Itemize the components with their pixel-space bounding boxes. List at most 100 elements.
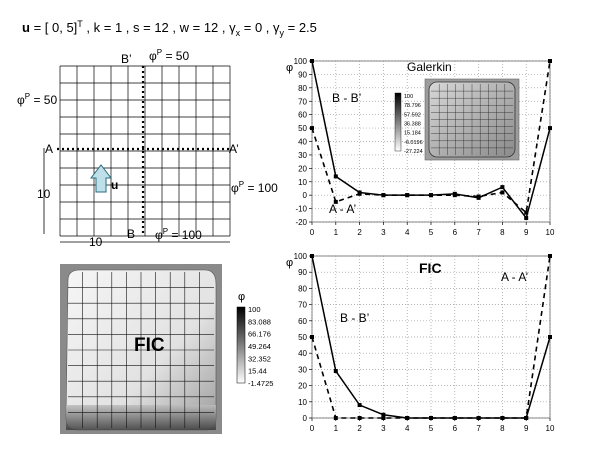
legend-value: -1.4725 [248, 379, 273, 388]
velocity-arrow-icon [89, 164, 113, 193]
a-label: A [45, 142, 53, 156]
data-point [381, 412, 386, 417]
data-point [310, 335, 314, 339]
dimension-left-label: 10 [37, 187, 51, 201]
x-tick-label: 7 [476, 424, 481, 433]
galerkin-surface-inset: Galerkin 100 78.796 57.592 36.388 15.184 -6.0… [394, 60, 520, 161]
y-tick-label: -20 [295, 218, 307, 227]
fic-profile-chart: 0 10 20 30 40 50 60 70 80 90 100 0 1 2 3 4 5 6 7 8 9 10 φ [286, 252, 555, 433]
fic-surface-plot: FIC φ 100 83.088 66.176 49.264 32.352 15.44 -1… [60, 264, 273, 434]
y-tick-label: 20 [298, 164, 307, 173]
x-tick-label: 7 [476, 228, 481, 237]
data-point [381, 193, 386, 198]
x-tick-label: 9 [524, 424, 529, 433]
x-tick-label: 1 [334, 424, 339, 433]
header-part: γ [273, 20, 280, 35]
x-tick-label: 0 [310, 228, 315, 237]
legend-value: 15.44 [248, 367, 267, 376]
fic-surface-label: FIC [134, 335, 165, 356]
header-part: u [22, 20, 30, 35]
x-tick-label: 6 [453, 228, 458, 237]
y-tick-label: 90 [298, 268, 307, 277]
data-point [333, 369, 338, 374]
x-tick-label: 5 [429, 228, 434, 237]
data-point [524, 416, 529, 420]
fic-legend-colorbar [236, 306, 246, 384]
dimension-bottom-label: 10 [89, 235, 103, 249]
x-tick-label: 2 [357, 228, 362, 237]
x-tick-label: 0 [310, 424, 315, 433]
data-point [357, 416, 362, 420]
header-part: y [280, 28, 285, 38]
fic-aa-label: A - A’ [501, 270, 528, 284]
data-point [524, 210, 529, 215]
galerkin-legend-labels: 100 78.796 57.592 36.388 15.184 -6.0196 -27.22… [404, 94, 423, 155]
y-tick-label: 70 [298, 301, 307, 310]
fic-legend-title: φ [238, 291, 245, 303]
bc-left-label: φP = 50 [17, 92, 57, 107]
data-point [548, 254, 552, 258]
data-point [357, 191, 362, 196]
figure-header: u = [ 0, 5]T , k = 1 , s = 12 , w = 12 ,… [22, 19, 317, 38]
x-tick-label: 10 [546, 424, 555, 433]
header-part: γ [229, 20, 236, 35]
legend-value: 15.184 [404, 131, 421, 137]
x-tick-label: 8 [500, 424, 505, 433]
y-tick-label: 100 [294, 57, 308, 66]
galerkin-aa-label: A - A’ [329, 202, 356, 216]
x-tick-label: 3 [381, 424, 386, 433]
y-tick-label: 100 [294, 252, 308, 261]
galerkin-label: Galerkin [407, 60, 452, 74]
legend-value: 83.088 [248, 317, 271, 326]
fic-chart-title: FIC [419, 260, 442, 276]
data-point [310, 59, 314, 63]
data-point [452, 416, 457, 420]
y-tick-label: 50 [298, 333, 307, 342]
bc-top-label: φP = 50 [149, 48, 189, 63]
data-point [333, 416, 338, 420]
data-point [524, 215, 529, 220]
y-tick-label: 10 [298, 178, 307, 187]
data-point [548, 59, 552, 63]
y-tick-label: 30 [298, 365, 307, 374]
legend-value: 36.388 [404, 122, 421, 128]
y-axis-label: φ [286, 62, 293, 74]
x-tick-label: 2 [357, 424, 362, 433]
data-point [310, 254, 314, 258]
data-point [548, 335, 552, 339]
x-tick-label: 3 [381, 228, 386, 237]
y-tick-label: 10 [298, 398, 307, 407]
a-prime-label: A’ [229, 142, 239, 156]
domain-mesh-grid [59, 65, 231, 237]
header-part: T [77, 19, 83, 29]
data-point [476, 416, 481, 420]
header-part: = 2.5 [284, 20, 317, 35]
y-tick-label: 60 [298, 111, 307, 120]
y-axis-label: φ [286, 257, 293, 269]
y-tick-label: 0 [303, 414, 308, 423]
legend-value: 66.176 [248, 330, 271, 339]
y-tick-label: -10 [295, 205, 307, 214]
data-point [500, 190, 505, 195]
data-point [500, 185, 505, 190]
y-tick-label: 60 [298, 317, 307, 326]
y-tick-label: 90 [298, 70, 307, 79]
header-part: = 0 , [240, 20, 273, 35]
galerkin-bb-label: B - B’ [332, 91, 361, 105]
galerkin-inset-mesh [431, 84, 513, 155]
fic-bb-label: B - B’ [340, 311, 369, 325]
x-tick-label: 4 [405, 424, 410, 433]
data-point [333, 174, 338, 179]
y-tick-label: 70 [298, 97, 307, 106]
x-tick-label: 10 [546, 228, 555, 237]
header-part: , k = 1 , s = 12 , w = 12 , [83, 20, 229, 35]
b-prime-label: B’ [121, 52, 132, 66]
data-point [476, 194, 481, 199]
data-point [310, 126, 314, 131]
y-tick-label: 0 [303, 191, 308, 200]
x-tick-label: 8 [500, 228, 505, 237]
bc-bottom-label: φP = 100 [155, 227, 202, 242]
data-point [500, 416, 505, 420]
series-line-a-a [311, 255, 551, 419]
legend-value: 32.352 [248, 354, 271, 363]
